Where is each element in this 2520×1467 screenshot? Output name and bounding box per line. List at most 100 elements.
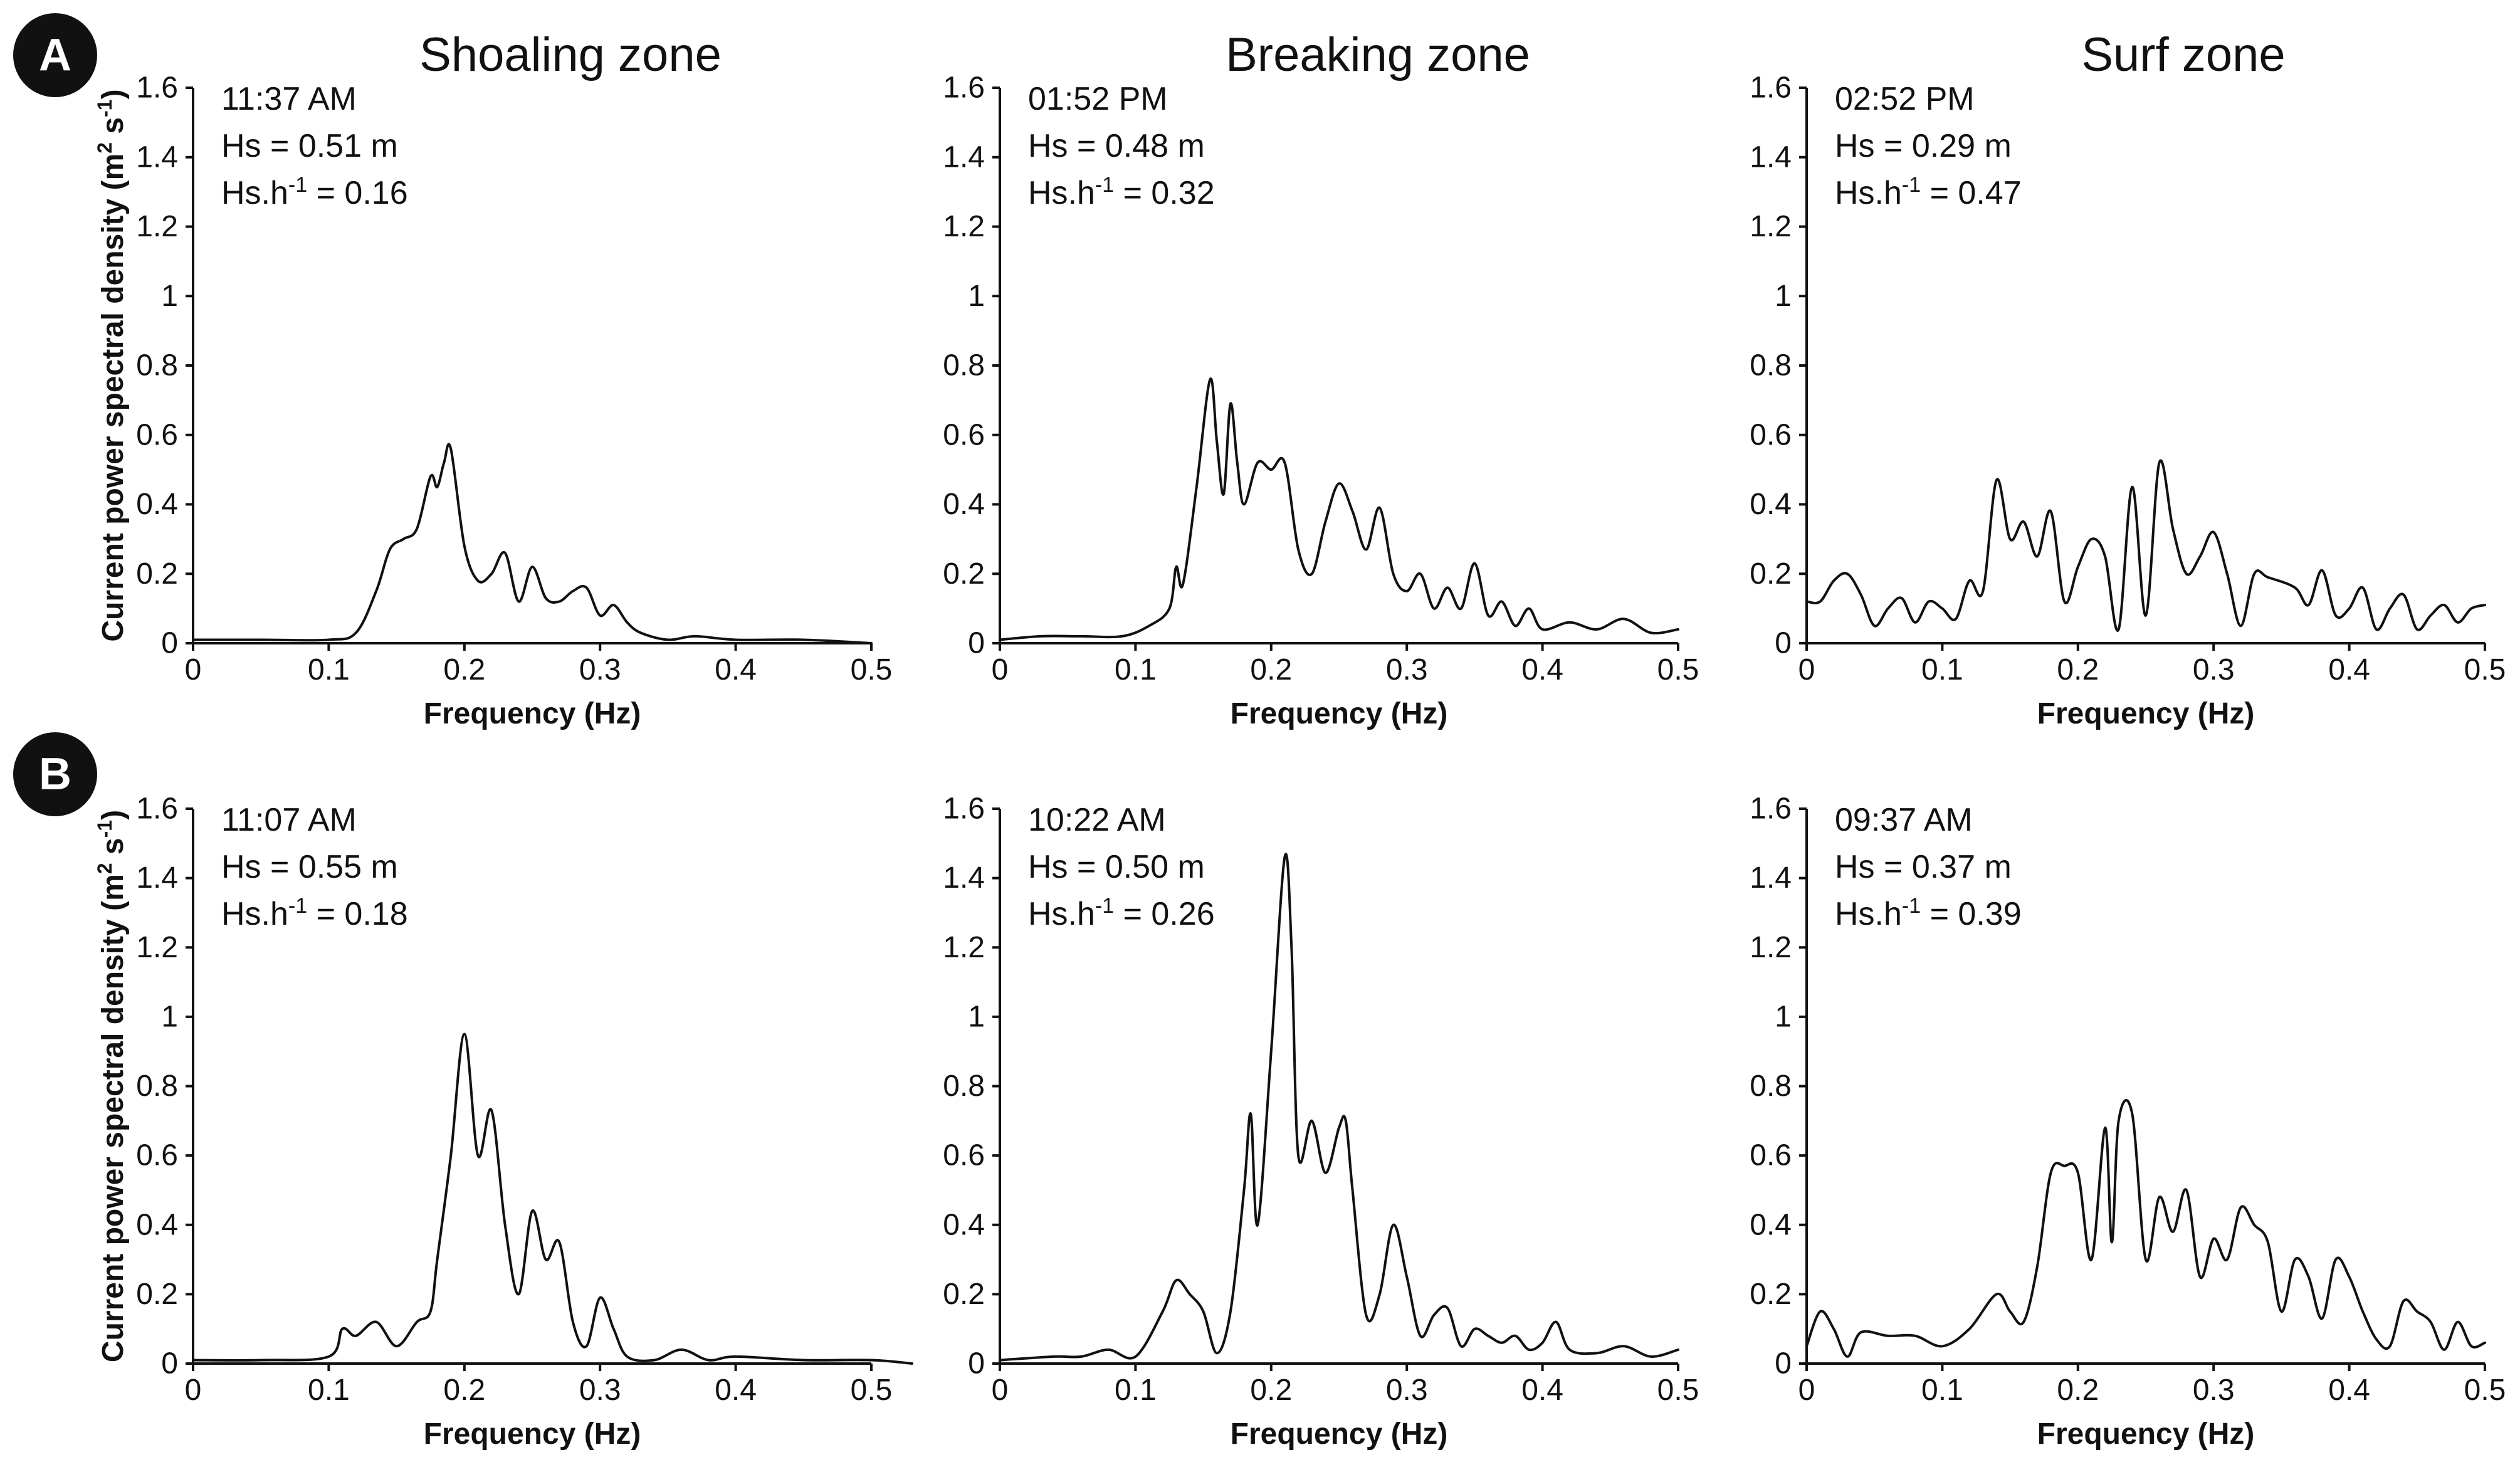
x-tick-label: 0.3 (2193, 1374, 2235, 1407)
y-tick-label: 1 (968, 1000, 985, 1033)
column-title-shoaling: Shoaling zone (419, 28, 722, 82)
x-tick-label: 0.3 (2193, 653, 2235, 686)
y-tick-label: 0.6 (136, 1139, 178, 1172)
panel-a-shoaling: 0 0.2 0.4 0.6 0.8 1 1.2 1.4 1.6 0 0.1 0.2 0.3 0.4 0.5 F… (93, 71, 892, 731)
spectrum-line (1805, 1098, 2486, 1358)
annotation-time: 09:37 AM (1835, 802, 1973, 838)
x-tick-label: 0 (1798, 1374, 1815, 1407)
y-tick-label: 0.8 (943, 1070, 985, 1103)
x-tick-label: 0.2 (1250, 1374, 1292, 1407)
x-tick-label: 0 (185, 1374, 202, 1407)
x-axis-title: Frequency (Hz) (1231, 697, 1448, 730)
panel-a-breaking: 0 0.2 0.4 0.6 0.8 1 1.2 1.4 1.6 0 0.1 0.2 0.3 0.4 0.5 F… (943, 71, 1699, 731)
y-tick-label: 1 (1775, 280, 1792, 313)
x-tick-label: 0.3 (1386, 653, 1428, 686)
annotation-time: 11:37 AM (221, 81, 357, 117)
x-axis-title: Frequency (Hz) (2037, 697, 2255, 730)
x-tick-label: 0 (1798, 653, 1815, 686)
x-tick-label: 0.3 (1386, 1374, 1428, 1407)
x-tick-label: 0.1 (1921, 653, 1963, 686)
x-tick-label: 0.1 (1921, 1374, 1963, 1407)
x-axis-title: Frequency (Hz) (424, 1417, 641, 1451)
y-tick-label: 0.4 (1750, 488, 1792, 521)
x-tick-label: 0 (185, 653, 202, 686)
row-badge-a: A (13, 13, 97, 97)
y-tick-label: 0 (968, 1347, 985, 1380)
x-tick-label: 0.3 (579, 653, 621, 686)
annotation-time: 02:52 PM (1835, 81, 1975, 117)
y-tick-label: 0.2 (136, 1278, 178, 1311)
x-tick-label: 0.1 (308, 1374, 350, 1407)
x-tick-label: 0.5 (1657, 1374, 1699, 1407)
annotation-hs: Hs = 0.51 m (221, 128, 398, 164)
y-tick-label: 1.6 (1750, 792, 1792, 826)
x-axis-title: Frequency (Hz) (1231, 1417, 1448, 1451)
y-tick-label: 0 (968, 627, 985, 660)
x-tick-label: 0.4 (715, 653, 757, 686)
y-tick-label: 0.6 (943, 1139, 985, 1172)
y-tick-label: 1.6 (943, 71, 985, 105)
y-tick-label: 0.4 (943, 1208, 985, 1241)
column-title-surf: Surf zone (2081, 28, 2285, 82)
y-tick-label: 0.2 (136, 557, 178, 591)
annotation-hs-h: Hs.h-1 = 0.16 (221, 173, 408, 211)
y-tick-label: 1.4 (136, 140, 178, 174)
y-tick-label: 0.8 (136, 349, 178, 382)
y-tick-label: 1 (161, 1000, 178, 1033)
y-tick-label: 0 (161, 1347, 178, 1380)
panel-b-surf: 0 0.2 0.4 0.6 0.8 1 1.2 1.4 1.6 0 0.1 0.2 0.3 0.4 0.5 F… (1750, 792, 2506, 1451)
y-tick-label: 1.2 (1750, 931, 1792, 964)
y-tick-label: 0.4 (943, 488, 985, 521)
y-tick-label: 1.4 (1750, 861, 1792, 895)
annotation-time: 10:22 AM (1028, 802, 1166, 838)
x-tick-label: 0.5 (2464, 1374, 2506, 1407)
y-tick-label: 1.4 (136, 861, 178, 895)
spectrum-line (999, 377, 1679, 641)
annotation-hs-h: Hs.h-1 = 0.39 (1835, 894, 2022, 932)
column-title-breaking: Breaking zone (1226, 28, 1530, 82)
x-tick-label: 0.1 (1115, 1374, 1157, 1407)
x-tick-label: 0.5 (2464, 653, 2506, 686)
row-badge-b: B (13, 732, 97, 816)
y-tick-label: 1.6 (943, 792, 985, 826)
y-tick-label: 0.6 (136, 418, 178, 451)
x-tick-label: 0.2 (2057, 653, 2099, 686)
annotation-hs-h: Hs.h-1 = 0.26 (1028, 894, 1215, 932)
x-tick-label: 0.2 (2057, 1374, 2099, 1407)
x-axis-title: Frequency (Hz) (424, 697, 641, 730)
y-tick-label: 0.6 (1750, 1139, 1792, 1172)
row-badge-a-label: A (39, 30, 71, 80)
x-tick-label: 0.2 (1250, 653, 1292, 686)
x-tick-label: 0.5 (1657, 653, 1699, 686)
x-tick-label: 0.4 (1521, 1374, 1563, 1407)
y-tick-label: 1.2 (136, 210, 178, 243)
y-tick-label: 1.2 (1750, 210, 1792, 243)
x-tick-label: 0.4 (715, 1374, 757, 1407)
annotation-time: 11:07 AM (221, 802, 357, 838)
annotation-hs-h: Hs.h-1 = 0.18 (221, 894, 408, 932)
annotation-hs: Hs = 0.37 m (1835, 849, 2012, 885)
annotation-time: 01:52 PM (1028, 81, 1168, 117)
y-tick-label: 0.8 (1750, 1070, 1792, 1103)
x-tick-label: 0.5 (851, 653, 893, 686)
y-tick-label: 1.6 (136, 71, 178, 105)
x-tick-label: 0.4 (1521, 653, 1563, 686)
y-axis-title: Current power spectral density (m2 s-1) (93, 810, 130, 1362)
y-tick-label: 1.2 (943, 931, 985, 964)
x-tick-label: 0.4 (2328, 1374, 2370, 1407)
y-tick-label: 0 (1775, 627, 1792, 660)
y-tick-label: 0.2 (943, 557, 985, 591)
annotation-hs: Hs = 0.50 m (1028, 849, 1205, 885)
panel-a-surf: 0 0.2 0.4 0.6 0.8 1 1.2 1.4 1.6 0 0.1 0.2 0.3 0.4 0.5 F… (1750, 71, 2506, 731)
annotation-hs-h: Hs.h-1 = 0.47 (1835, 173, 2022, 211)
y-tick-label: 1.4 (943, 140, 985, 174)
x-tick-label: 0.2 (443, 653, 485, 686)
spectrum-line (999, 853, 1679, 1362)
y-axis-title: Current power spectral density (m2 s-1) (93, 89, 130, 641)
y-tick-label: 0.8 (943, 349, 985, 382)
x-tick-label: 0.2 (443, 1374, 485, 1407)
panel-b-shoaling: 0 0.2 0.4 0.6 0.8 1 1.2 1.4 1.6 0 0.1 0.2 0.3 0.4 0.5 F… (93, 792, 913, 1451)
annotation-hs: Hs = 0.55 m (221, 849, 398, 885)
y-tick-label: 0.8 (1750, 349, 1792, 382)
